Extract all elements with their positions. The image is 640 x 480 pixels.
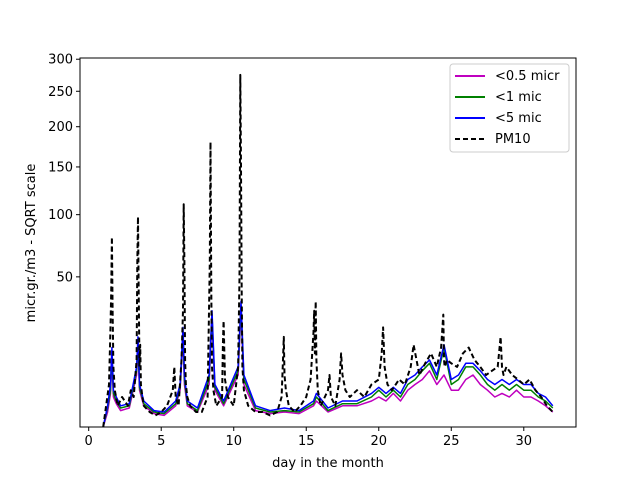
x-tick-label: 5 [157, 434, 165, 449]
plot-area [79, 57, 577, 428]
legend-label-pm10: PM10 [495, 132, 531, 147]
legend: <0.5 micr <1 mic <5 mic PM10 [449, 63, 570, 153]
x-tick-label: 20 [370, 434, 387, 449]
x-tick-label: 0 [85, 434, 93, 449]
y-axis-ticks: 50 100 150 200 250 300 [48, 53, 80, 285]
legend-box [449, 63, 570, 153]
x-tick-label: 15 [298, 434, 315, 449]
legend-label-lt1: <1 mic [495, 90, 542, 105]
x-tick-label: 25 [443, 434, 460, 449]
y-tick-label: 100 [48, 208, 73, 223]
x-axis-label: day in the month [272, 456, 384, 471]
y-axis-label: micr.gr./m3 - SQRT scale [24, 164, 39, 323]
legend-label-lt5: <5 mic [495, 111, 542, 126]
y-tick-label: 50 [56, 270, 73, 285]
y-tick-label: 200 [48, 120, 73, 135]
axes-frame [79, 57, 577, 428]
x-tick-label: 30 [516, 434, 533, 449]
series-line-pm10 [102, 73, 554, 427]
series-layer [102, 73, 554, 427]
y-tick-label: 250 [48, 85, 73, 100]
series-line-lt5 [102, 300, 554, 427]
x-tick-label: 10 [225, 434, 242, 449]
legend-label-lt05: <0.5 micr [495, 69, 560, 84]
y-tick-label: 300 [48, 53, 73, 68]
x-axis-ticks: 0 5 10 15 20 25 30 [85, 427, 533, 449]
y-tick-label: 150 [48, 160, 73, 175]
